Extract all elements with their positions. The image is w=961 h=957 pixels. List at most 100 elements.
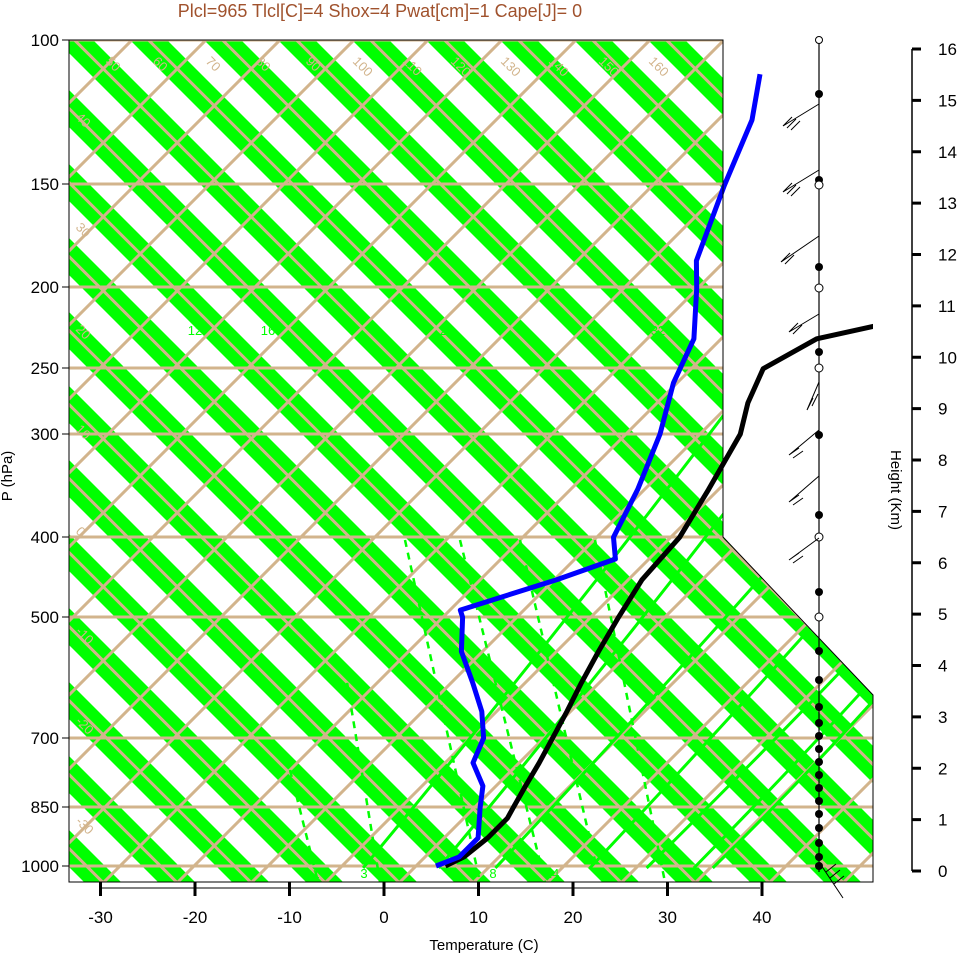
isotherm-line [69,40,283,254]
green-band [69,682,269,882]
dry-adiabat-line [516,40,873,397]
green-band [69,386,565,882]
barb-dot [815,853,823,861]
dry-adiabat-line [146,40,873,767]
mixing-ratio-label: 8 [489,866,496,881]
x-tick-label: 10 [469,908,488,927]
y-tick-label: 400 [31,528,59,547]
barb-dot [815,732,823,740]
green-band [69,238,713,882]
wind-barb-surface [818,861,845,899]
barb-dot [815,771,823,779]
wind-barb [788,429,820,459]
height-tick-label: 9 [938,400,947,419]
mixing-ratio-line [403,539,482,882]
dry-adiabat-line [590,40,873,323]
isotherm-line [69,40,727,698]
barb-dot [815,862,823,870]
y-tick-label: 200 [31,278,59,297]
mixing-ratio-label: 3 [360,866,367,881]
dry-adiabat-line [294,40,873,619]
chart-title: Plcl=965 Tlcl[C]=4 Shox=4 Pwat[cm]=1 Cap… [178,1,582,21]
height-tick-label: 1 [938,811,947,830]
y-axis-label: P (hPa) [0,451,16,502]
height-tick-label: 5 [938,605,947,624]
isotherm-line [471,480,873,882]
dry-adiabat-line [69,106,845,882]
x-tick-label: 20 [564,908,583,927]
isotherm-line [767,776,873,882]
line-labels: 50 60 70 80 90 100 110 120 130 140 150 160403020100… [73,54,872,881]
barb-dot [815,511,823,519]
barb-dot [815,758,823,766]
mixing-ratio-line [518,539,602,882]
barb-dot [815,588,823,596]
wind-barb [782,103,820,131]
height-tick-label: 2 [938,759,947,778]
x-tick-label: 40 [753,908,772,927]
wind-barb [806,381,820,411]
wind-barbs [780,36,845,899]
barb-dot [815,784,823,792]
barb-open-dot [814,363,824,373]
barb-dot [815,676,823,684]
barb-dot [815,797,823,805]
wind-barb [788,313,820,335]
y-tick-label: 850 [31,798,59,817]
height-tick-label: 11 [938,297,956,316]
isotherm-line [693,702,873,882]
dry-adiabat-line [69,624,327,882]
isotherm-line [249,258,873,882]
height-tick-label: 13 [938,194,957,213]
isotherm-line [619,628,873,882]
y-tick-label: 250 [31,359,59,378]
x-axis-label: Temperature (C) [429,937,538,954]
barb-dot [815,810,823,818]
moist-adiabat-label: 24 [440,323,454,338]
isotherm-line [69,40,505,476]
height-tick-label: 3 [938,708,947,727]
mixing-ratio-label: 1 [312,866,319,881]
dry-adiabat-line [69,254,697,882]
dry-adiabat-line [69,180,771,882]
isotherm-label-left: 30 [73,220,94,241]
dry-adiabat-line [69,476,475,882]
barb-dot [815,90,823,98]
barb-open-dot [814,612,824,622]
y-tick-label: 100 [31,31,59,50]
isotherm-label: 70 [203,54,224,75]
mixing-ratio-line [288,769,320,882]
height-tick-label: 8 [938,451,947,470]
isotherm-line [69,40,653,624]
dry-adiabat-line [69,402,549,882]
barb-dot [815,719,823,727]
moist-adiabat-label: 32 [651,323,665,338]
isotherm-line [175,184,873,882]
barb-dot [815,824,823,832]
x-tick-label: -20 [183,908,208,927]
dry-adiabat-line [69,772,179,882]
dry-adiabat-line [69,550,401,882]
green-band [69,164,787,882]
height-tick-label: 7 [938,502,947,521]
height-tick-label: 15 [938,91,957,110]
height-tick-label: 4 [938,657,947,676]
mixing-ratio-line [593,539,667,882]
isotherm-line [69,40,579,550]
barb-dot [815,647,823,655]
wind-barb [788,475,820,506]
barb-dot [815,839,823,847]
isotherm-line [69,40,209,180]
barb-top-marker [815,36,823,44]
dry-adiabat-line [69,698,253,882]
wind-barb [780,235,820,265]
pressure-axis: 100 150 200 250 300 400 500 700 850 1000 [21,31,70,882]
right-mask [723,40,873,695]
moist-adiabat-line [692,677,873,870]
green-band [69,830,121,882]
height-axis-label: Height (Km) [887,450,904,530]
mixing-ratio-lines [288,539,667,882]
mixing-ratio-line [458,539,547,882]
